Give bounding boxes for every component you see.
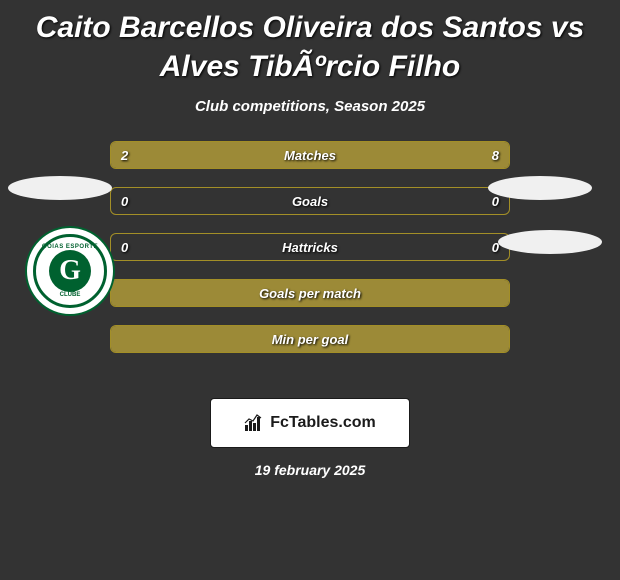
bars-icon bbox=[244, 413, 264, 433]
player-oval bbox=[8, 176, 112, 200]
page-title: Caito Barcellos Oliveira dos Santos vs A… bbox=[0, 0, 620, 86]
stat-row: Min per goal bbox=[0, 325, 620, 371]
player-oval bbox=[488, 176, 592, 200]
stat-label: Min per goal bbox=[111, 326, 509, 352]
fctables-label: FcTables.com bbox=[270, 414, 376, 432]
stat-label: Hattricks bbox=[111, 234, 509, 260]
stat-label: Matches bbox=[111, 142, 509, 168]
footer-date: 19 february 2025 bbox=[0, 462, 620, 478]
subtitle: Club competitions, Season 2025 bbox=[0, 98, 620, 115]
stat-value-left: 0 bbox=[121, 188, 151, 214]
stat-bar: Goals00 bbox=[110, 187, 510, 215]
badge-inner-ring: GOIAS ESPORTE G CLUBE bbox=[33, 234, 107, 308]
player-oval bbox=[498, 230, 602, 254]
club-badge: GOIAS ESPORTE G CLUBE bbox=[25, 226, 115, 316]
badge-text-top: GOIAS ESPORTE bbox=[36, 244, 104, 250]
stat-value-right: 8 bbox=[469, 142, 499, 168]
stat-value-left: 0 bbox=[121, 234, 151, 260]
badge-text-bottom: CLUBE bbox=[36, 292, 104, 298]
stat-bar: Hattricks0 0 bbox=[110, 233, 510, 261]
stat-label: Goals bbox=[111, 188, 509, 214]
stat-bar: Matches2 8 bbox=[110, 141, 510, 169]
stat-bar: Goals per match bbox=[110, 279, 510, 307]
stat-bar: Min per goal bbox=[110, 325, 510, 353]
badge-letter: G bbox=[49, 250, 91, 292]
fctables-logo: FcTables.com bbox=[210, 398, 410, 448]
stat-value-left: 2 bbox=[121, 142, 151, 168]
stat-value-right: 0 bbox=[469, 234, 499, 260]
comparison-card: Caito Barcellos Oliveira dos Santos vs A… bbox=[0, 0, 620, 580]
stat-label: Goals per match bbox=[111, 280, 509, 306]
